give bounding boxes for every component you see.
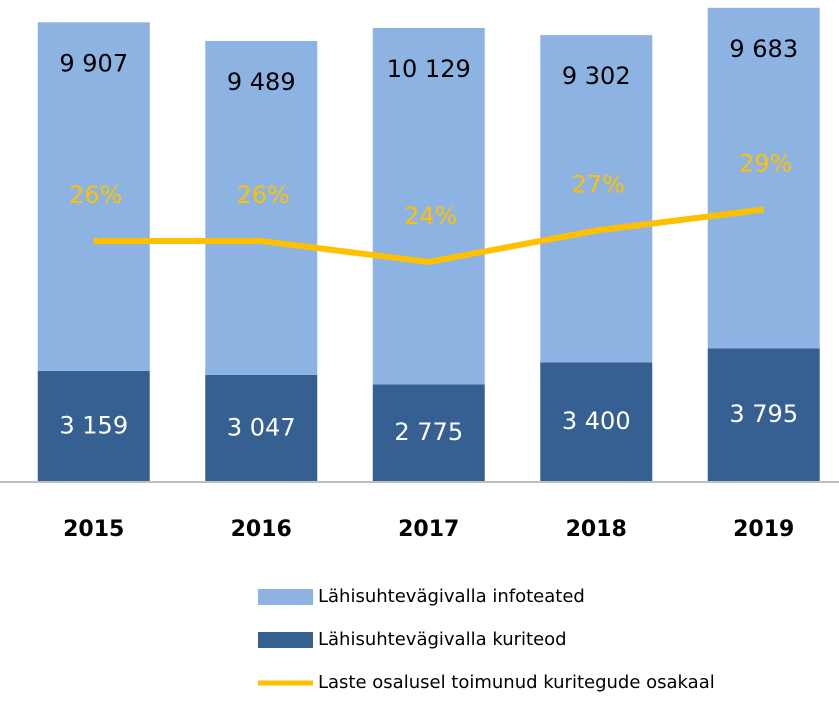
data-label: 3 159 bbox=[59, 411, 128, 439]
x-tick-label: 2018 bbox=[566, 517, 627, 542]
bar bbox=[372, 28, 485, 385]
bar bbox=[205, 40, 318, 375]
data-label: 9 489 bbox=[227, 68, 296, 96]
data-label: 3 795 bbox=[729, 400, 798, 428]
legend-swatch bbox=[258, 632, 313, 648]
legend-label: Laste osalusel toimunud kuritegude osaka… bbox=[318, 672, 715, 693]
data-label: 26% bbox=[69, 181, 122, 209]
data-label: 29% bbox=[739, 150, 792, 178]
bar bbox=[372, 384, 485, 482]
legend-label: Lähisuhtevägivalla kuriteod bbox=[318, 629, 567, 650]
legend-swatch bbox=[258, 589, 313, 605]
bar bbox=[540, 35, 653, 363]
data-label: 3 400 bbox=[562, 407, 631, 435]
bar bbox=[707, 348, 820, 482]
x-tick-label: 2015 bbox=[63, 517, 124, 542]
bar bbox=[37, 370, 150, 482]
x-tick-label: 2017 bbox=[398, 517, 459, 542]
data-label: 9 907 bbox=[59, 49, 128, 77]
bar bbox=[37, 22, 150, 371]
x-tick-label: 2016 bbox=[231, 517, 292, 542]
legend-label: Lähisuhtevägivalla infoteated bbox=[318, 586, 585, 607]
data-label: 26% bbox=[237, 181, 290, 209]
bar bbox=[540, 362, 653, 482]
data-label: 9 302 bbox=[562, 62, 631, 90]
x-tick-label: 2019 bbox=[733, 517, 794, 542]
bar bbox=[707, 7, 820, 349]
data-label: 24% bbox=[404, 202, 457, 230]
bar bbox=[205, 374, 318, 482]
line bbox=[93, 206, 765, 265]
data-label: 10 129 bbox=[387, 55, 471, 83]
data-label: 27% bbox=[572, 171, 625, 199]
data-label: 3 047 bbox=[227, 413, 296, 441]
data-label: 9 683 bbox=[729, 35, 798, 63]
data-label: 2 775 bbox=[394, 418, 463, 446]
